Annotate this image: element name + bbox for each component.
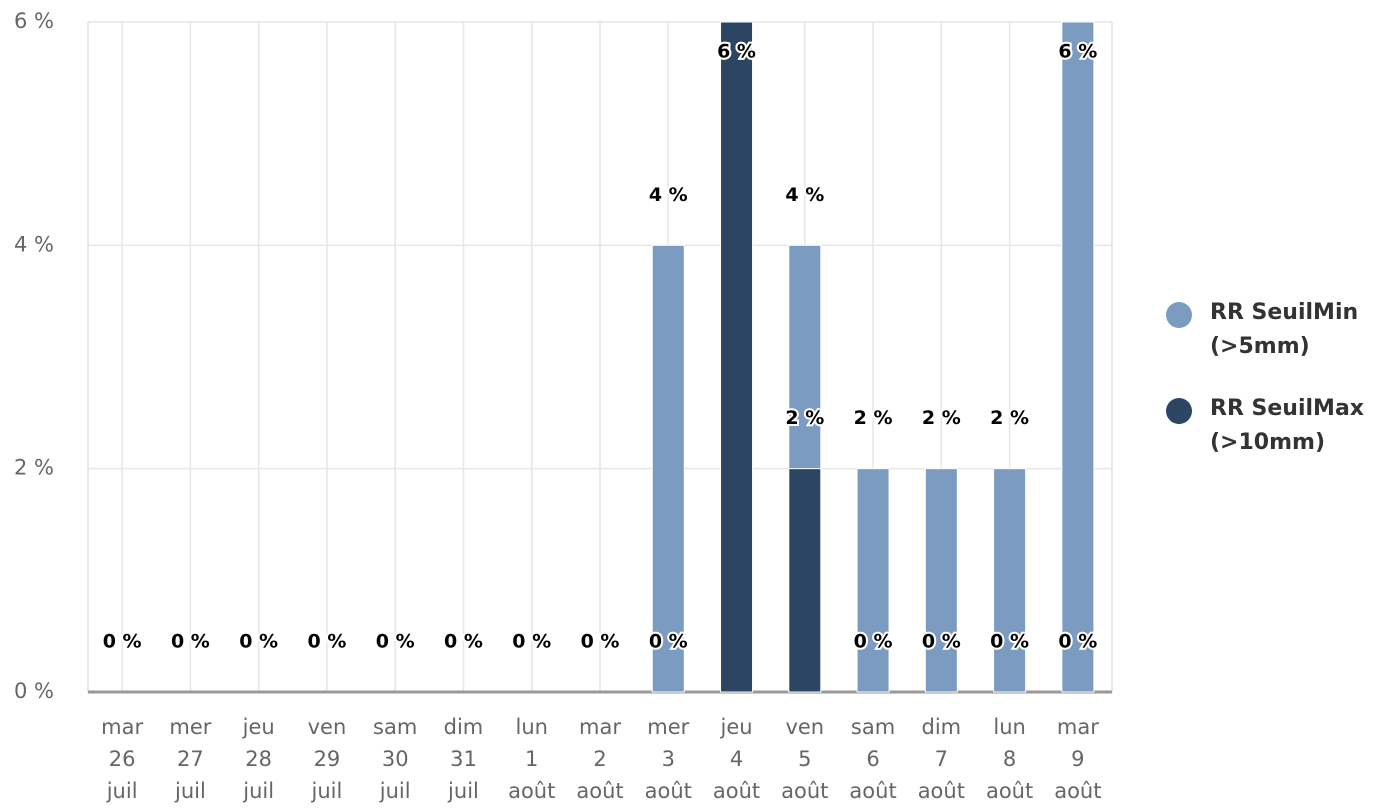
x-tick-label: août	[781, 779, 828, 803]
x-tick-label: août	[508, 779, 555, 803]
data-label: 2 %	[922, 407, 961, 429]
x-tick-label: lun	[993, 715, 1025, 739]
x-tick-label: 28	[245, 747, 272, 771]
data-label: 0 %	[581, 631, 620, 653]
y-tick-label: 2 %	[14, 456, 54, 480]
x-tick-label: 29	[314, 747, 341, 771]
x-tick-label: mar	[101, 715, 143, 739]
x-tick-label: juil	[379, 779, 411, 803]
x-tick-label: mar	[1057, 715, 1099, 739]
data-label: 0 %	[376, 631, 415, 653]
x-tick-label: juil	[447, 779, 479, 803]
x-tick-label: 7	[935, 747, 948, 771]
legend-label: RR SeuilMin (>5mm)	[1210, 300, 1359, 359]
x-tick-label: sam	[373, 715, 417, 739]
bar	[993, 468, 1027, 693]
data-label: 2 %	[785, 407, 824, 429]
x-tick-label: août	[986, 779, 1033, 803]
data-label: 0 %	[239, 631, 278, 653]
data-label: 6 %	[717, 41, 756, 63]
x-tick-label: jeu	[242, 715, 275, 739]
x-tick-label: mer	[169, 715, 211, 739]
data-label: 6 %	[1058, 41, 1097, 63]
x-tick-label: 8	[1003, 747, 1016, 771]
x-tick-label: août	[849, 779, 896, 803]
x-tick-label: août	[645, 779, 692, 803]
x-tick-label: août	[576, 779, 623, 803]
x-tick-label: ven	[785, 715, 824, 739]
x-tick-label: juil	[311, 779, 343, 803]
bar	[924, 468, 958, 693]
bar	[856, 468, 890, 693]
legend: RR SeuilMin (>5mm) RR SeuilMax (>10mm)	[1160, 296, 1390, 488]
data-label: 2 %	[854, 407, 893, 429]
x-tick-label: 3	[662, 747, 675, 771]
data-label: 0 %	[103, 631, 142, 653]
x-tick-label: lun	[515, 715, 547, 739]
data-label: 0 %	[922, 631, 961, 653]
data-label: 0 %	[376, 631, 415, 653]
x-tick-label: juil	[174, 779, 206, 803]
data-label: 0 %	[581, 631, 620, 653]
bar	[1061, 21, 1095, 693]
x-tick-label: 1	[525, 747, 538, 771]
y-tick-label: 6 %	[14, 9, 54, 33]
data-label: 4 %	[785, 184, 824, 206]
data-label: 0 %	[1058, 631, 1097, 653]
legend-label: RR SeuilMax (>10mm)	[1210, 396, 1364, 455]
bar	[788, 468, 822, 693]
data-label: 0 %	[171, 631, 210, 653]
data-label: 0 %	[239, 631, 278, 653]
x-tick-label: sam	[851, 715, 895, 739]
x-tick-label: juil	[106, 779, 138, 803]
data-label: 0 %	[307, 631, 346, 653]
data-label: 0 %	[512, 631, 551, 653]
x-tick-label: ven	[308, 715, 347, 739]
data-label: 4 %	[649, 184, 688, 206]
x-tick-label: 6	[866, 747, 879, 771]
data-label: 0 %	[307, 631, 346, 653]
data-label: 6 %	[717, 41, 756, 63]
x-tick-label: août	[1054, 779, 1101, 803]
data-label: 0 %	[444, 631, 483, 653]
data-label: 2 %	[990, 407, 1029, 429]
x-tick-label: 9	[1071, 747, 1084, 771]
y-tick-label: 0 %	[14, 679, 54, 703]
chart: mar26juilmer27juiljeu28juilven29juilsam3…	[14, 9, 1113, 803]
x-tick-label: 31	[450, 747, 477, 771]
x-tick-label: 2	[593, 747, 606, 771]
legend-swatch	[1166, 302, 1192, 328]
legend-item[interactable]: RR SeuilMin (>5mm)	[1160, 296, 1390, 364]
x-tick-label: 5	[798, 747, 811, 771]
x-tick-label: 27	[177, 747, 204, 771]
x-tick-label: dim	[444, 715, 484, 739]
data-label: 0 %	[512, 631, 551, 653]
bar	[720, 21, 754, 693]
legend-item[interactable]: RR SeuilMax (>10mm)	[1160, 392, 1390, 460]
x-tick-label: dim	[922, 715, 962, 739]
x-tick-label: jeu	[719, 715, 752, 739]
data-label: 0 %	[444, 631, 483, 653]
x-tick-label: août	[918, 779, 965, 803]
bar	[651, 244, 685, 693]
x-tick-label: 26	[109, 747, 136, 771]
x-tick-label: 30	[382, 747, 409, 771]
data-label: 0 %	[103, 631, 142, 653]
x-tick-label: mar	[579, 715, 621, 739]
x-tick-label: mer	[647, 715, 689, 739]
data-label: 0 %	[854, 631, 893, 653]
data-label: 0 %	[649, 631, 688, 653]
legend-swatch	[1166, 398, 1192, 424]
y-tick-label: 4 %	[14, 232, 54, 256]
data-label: 0 %	[990, 631, 1029, 653]
x-tick-label: 4	[730, 747, 743, 771]
x-tick-label: juil	[242, 779, 274, 803]
data-label: 0 %	[171, 631, 210, 653]
x-tick-label: août	[713, 779, 760, 803]
